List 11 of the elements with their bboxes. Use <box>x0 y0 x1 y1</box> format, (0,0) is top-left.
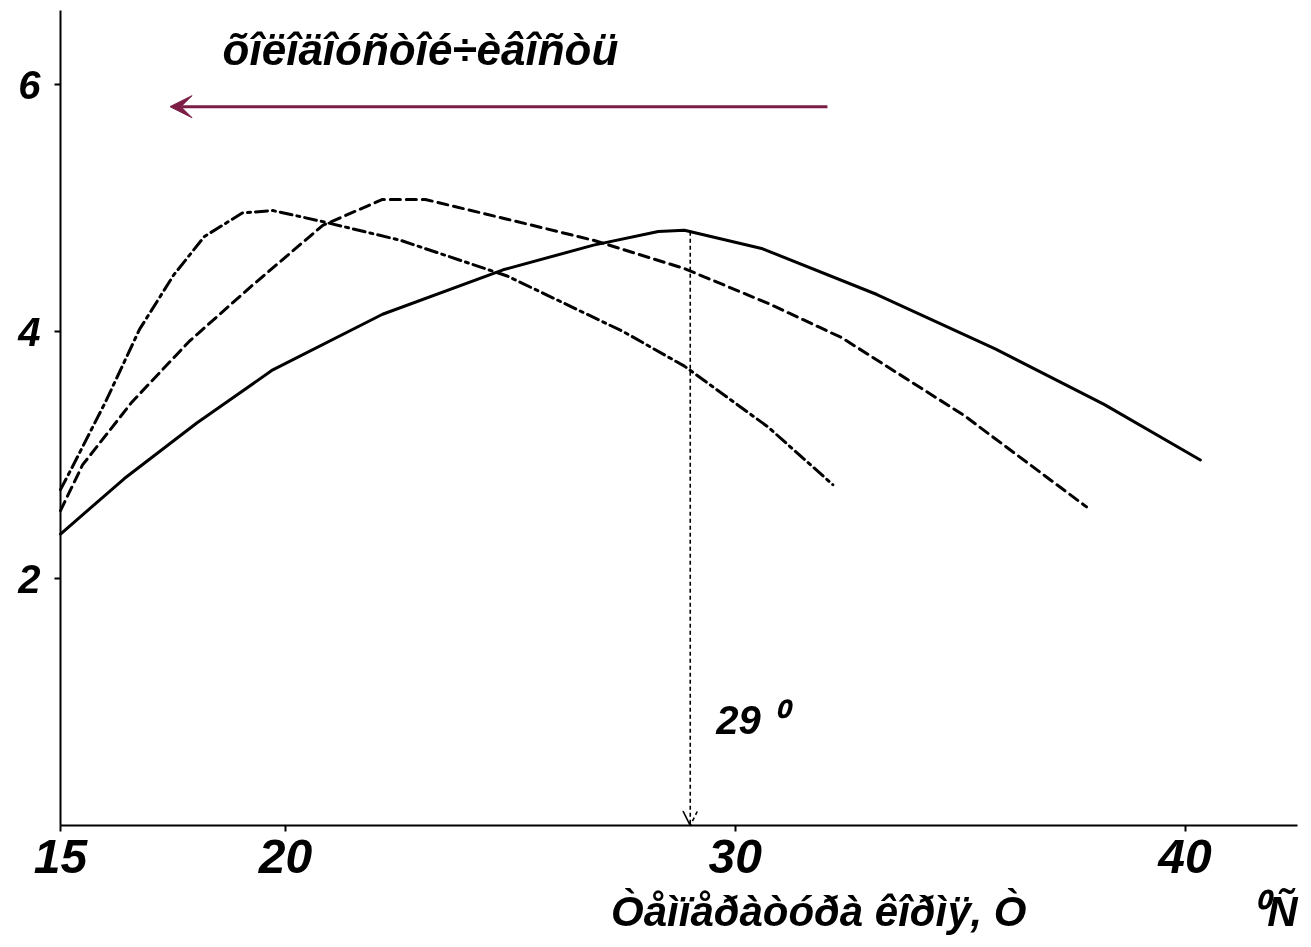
annotation: õîëîäîóñòîé÷èâîñòü <box>222 24 619 74</box>
x-axis-title: Òåìïåðàòóðà êîðìÿ, Ò <box>611 887 1027 935</box>
ref-line-label: 29 ⁰ <box>715 697 794 742</box>
text: ⁰Ñ <box>1252 887 1300 935</box>
y-tick-label: 4 <box>17 309 41 354</box>
x-tick-label: 20 <box>257 829 313 883</box>
x-tick-label: 15 <box>33 829 89 883</box>
y-tick-label: 6 <box>18 62 42 107</box>
x-tick-label: 30 <box>708 829 763 883</box>
x-tick-label: 40 <box>1157 829 1213 883</box>
y-tick-label: 2 <box>17 556 41 601</box>
